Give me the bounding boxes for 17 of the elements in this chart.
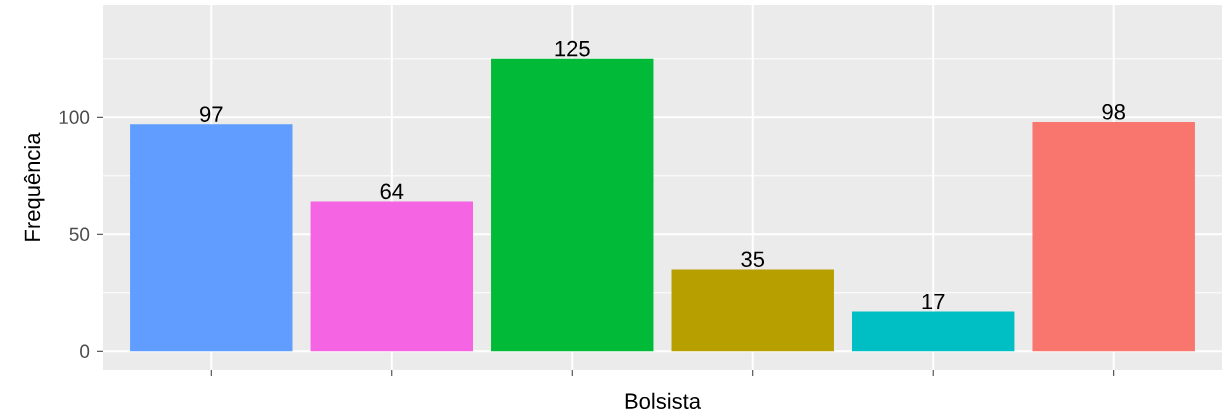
bar xyxy=(1032,121,1195,352)
bar xyxy=(491,58,654,352)
x-axis-title: Bolsista xyxy=(625,392,701,409)
y-axis-title: Frequência xyxy=(23,132,45,241)
data-label: 98 xyxy=(1102,104,1125,120)
bar xyxy=(310,201,473,352)
bar xyxy=(851,311,1015,352)
data-label: 35 xyxy=(741,251,765,267)
bar xyxy=(671,269,834,352)
data-label: 125 xyxy=(555,40,590,57)
data-label: 97 xyxy=(200,106,223,122)
y-tick-label: 100 xyxy=(59,110,90,125)
data-label: 64 xyxy=(380,183,404,200)
data-label: 17 xyxy=(922,293,945,310)
y-tick-label: 0 xyxy=(80,344,90,359)
y-tick-label: 50 xyxy=(69,227,90,242)
bar xyxy=(130,124,293,352)
